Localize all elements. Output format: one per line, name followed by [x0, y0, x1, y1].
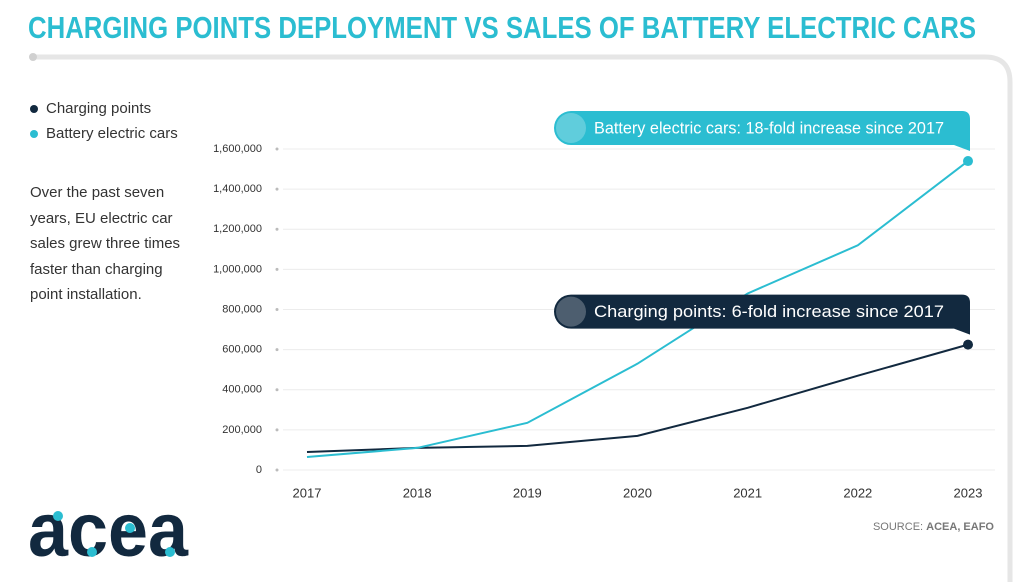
- y-tick-label: 1,000,000: [213, 263, 262, 275]
- logo-dot: [87, 547, 97, 557]
- end-point: [963, 339, 973, 350]
- legend-label: Charging points: [46, 100, 151, 117]
- tick-dot: [275, 187, 279, 191]
- frame-dot: [29, 53, 37, 61]
- chart-title: CHARGING POINTS DEPLOYMENT VS SALES OF B…: [28, 10, 976, 45]
- logo-dot: [125, 523, 135, 533]
- tick-dot: [275, 267, 279, 271]
- x-tick-label: 2023: [954, 485, 983, 500]
- legend-marker: [30, 105, 38, 113]
- logo: acea: [28, 488, 189, 573]
- y-tick-label: 1,600,000: [213, 143, 262, 155]
- tick-dot: [275, 348, 279, 352]
- y-tick-label: 600,000: [222, 344, 262, 356]
- x-tick-label: 2019: [513, 485, 542, 500]
- legend-label: Battery electric cars: [46, 125, 178, 142]
- line: [306, 343, 969, 453]
- tick-dot: [275, 388, 279, 392]
- source-prefix: SOURCE:: [873, 521, 923, 533]
- description: Over the past seven years, EU electric c…: [30, 184, 181, 303]
- annotation: Charging points: 6-fold increase since 2…: [594, 302, 944, 321]
- source: SOURCE: ACEA, EAFO: [873, 521, 994, 533]
- x-tick-label: 2020: [623, 485, 652, 500]
- x-tick-label: 2018: [403, 485, 432, 500]
- x-tick-label: 2017: [293, 485, 322, 500]
- tick-dot: [275, 147, 279, 151]
- source-name: ACEA, EAFO: [926, 521, 994, 533]
- line: [306, 160, 969, 458]
- tick-dot: [275, 308, 279, 311]
- callout-dot: [556, 296, 586, 327]
- y-tick-label: 400,000: [222, 384, 262, 396]
- y-tick-label: 200,000: [222, 424, 262, 436]
- y-tick-label: 0: [256, 464, 262, 476]
- x-tick-label: 2022: [843, 485, 872, 500]
- tick-dot: [275, 227, 279, 231]
- legend-marker: [30, 130, 38, 138]
- y-tick-label: 1,200,000: [213, 223, 262, 235]
- callout: [554, 111, 970, 152]
- callout-dot: [556, 113, 586, 144]
- logo-dot: [165, 547, 175, 557]
- y-tick-label: 1,400,000: [213, 183, 262, 195]
- frame: [33, 54, 1013, 582]
- callout: [554, 294, 970, 335]
- y-tick-label: 800,000: [222, 303, 262, 315]
- logo-dot: [53, 511, 63, 521]
- tick-dot: [275, 468, 279, 472]
- annotation: Battery electric cars: 18-fold increase …: [594, 119, 944, 138]
- tick-dot: [275, 428, 279, 432]
- x-tick-label: 2021: [733, 485, 762, 500]
- end-point: [963, 156, 973, 167]
